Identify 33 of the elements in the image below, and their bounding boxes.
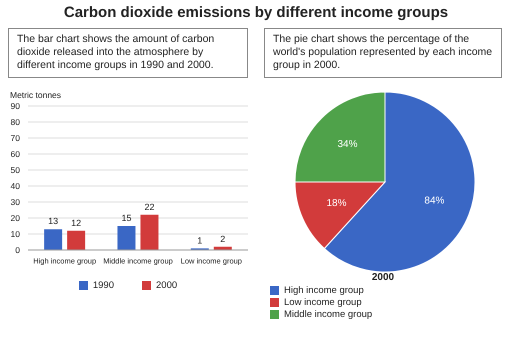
y-tick-label: 70 [10,133,20,144]
bar [44,229,62,250]
data-label: 15 [121,213,132,223]
y-tick-label: 10 [10,229,20,240]
bar [67,230,86,250]
y-tick-label: 30 [10,197,20,208]
data-label: 12 [71,218,82,228]
y-axis-title: Metric tonnes [10,90,62,100]
bar [140,214,158,250]
bar [117,226,136,250]
legend-label: 1990 [92,280,114,291]
data-label: 18% [326,198,347,209]
legend-label: High income group [284,285,364,296]
text: The bar chart shows the amount of carbon dioxide released into the atmosphere by different income groups in 1990 and 2000. [17,33,216,72]
legend-label: Low income group [284,297,362,308]
data-label: 22 [144,202,154,212]
y-tick-label: 80 [10,117,20,128]
y-tick-label: 90 [10,101,20,112]
y-tick-label: 20 [10,213,20,224]
data-label: 84% [424,196,445,207]
y-tick-label: 50 [10,165,20,176]
data-label: 34% [338,139,358,150]
data-label: 13 [48,216,58,226]
legend-label: 2000 [156,280,178,291]
text: The pie chart shows the percentage of the world's population represented by each income group in 2000. [273,33,493,72]
y-tick-label: 40 [10,181,20,192]
data-label: 1 [197,235,202,246]
y-tick-label: 60 [10,149,20,160]
legend-label: Middle income group [284,309,372,320]
y-tick-label: 0 [15,245,20,256]
text: 2000 [370,272,396,283]
chart-title: Carbon dioxide emissions by different income groups [62,4,450,21]
data-label: 2 [220,234,226,244]
